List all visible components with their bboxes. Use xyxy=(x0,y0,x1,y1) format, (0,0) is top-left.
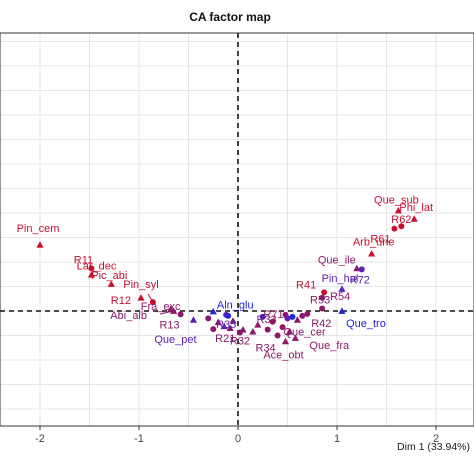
point-label: R34 xyxy=(256,343,276,355)
point-r54 xyxy=(319,294,326,301)
point-label: R54 xyxy=(330,291,350,303)
point-label: R35 xyxy=(216,319,236,331)
x-tick-label: 0 xyxy=(235,433,241,445)
point-unlabeled xyxy=(259,313,266,320)
point-r33 xyxy=(279,324,286,331)
plot-frame xyxy=(0,32,474,427)
point-label: Arb_une xyxy=(353,237,395,249)
data-points xyxy=(36,206,418,345)
point-label: R62 xyxy=(391,214,411,226)
point-abi-alb xyxy=(170,307,178,314)
point-r13 xyxy=(177,311,184,318)
point-unlabeled xyxy=(239,326,247,333)
point-arb-une xyxy=(368,250,376,257)
point-pin-syl xyxy=(137,294,145,301)
point-unlabeled xyxy=(289,313,296,320)
point-label: R21 xyxy=(215,333,235,345)
label-leader-line xyxy=(147,293,154,303)
point-label: Que_ile xyxy=(318,254,356,266)
point-r21 xyxy=(210,326,217,333)
point-label: R71 xyxy=(263,309,283,321)
point-pin-hal xyxy=(338,285,346,292)
point-label: R11 xyxy=(74,254,93,266)
label-leader-line xyxy=(159,310,174,315)
point-label: Pic_abi xyxy=(91,270,127,282)
point-unlabeled xyxy=(254,321,262,328)
point-unlabeled xyxy=(226,324,234,332)
point-label: R12 xyxy=(111,295,131,307)
x-axis-ticks: -2 -1 0 1 2 xyxy=(35,426,439,445)
point-label: Pin_hal xyxy=(322,273,359,285)
point-phi-lat xyxy=(410,215,418,222)
point-unlabeled xyxy=(249,327,257,335)
point-label: Que_pet xyxy=(154,334,196,346)
x-tick-label: 2 xyxy=(433,433,439,445)
point-label: Que_cer xyxy=(283,327,326,339)
point-r34 xyxy=(274,332,281,339)
point-ace-obt xyxy=(281,337,290,345)
point-label: Ace_obt xyxy=(263,349,303,361)
point-unlabeled xyxy=(284,315,291,322)
point-que-ile xyxy=(353,264,361,272)
point-label: Pin_syl xyxy=(123,279,158,291)
point-unlabeled xyxy=(220,322,228,330)
point-que-cer xyxy=(285,327,294,335)
point-unlabeled xyxy=(229,317,237,324)
point-unlabeled xyxy=(299,312,306,319)
point-label: Fra_exc xyxy=(141,301,181,313)
point-label: Abi_alb xyxy=(110,310,147,322)
point-unlabeled xyxy=(293,316,301,323)
point-label: Aln_glu xyxy=(217,299,254,311)
point-que-fra xyxy=(291,334,300,341)
point-aln-glu xyxy=(209,307,217,315)
point-label: Que_sub xyxy=(374,195,419,207)
point-que-pet xyxy=(189,316,198,323)
zero-lines xyxy=(0,33,474,426)
point-pic-abi xyxy=(107,280,115,287)
point-r62 xyxy=(398,223,405,230)
point-label: R13 xyxy=(159,319,179,331)
x-tick-label: 1 xyxy=(334,433,340,445)
point-unlabeled xyxy=(264,326,271,333)
point-label: Que_tro xyxy=(346,318,386,330)
point-label: Lar_dec xyxy=(77,261,117,273)
point-unlabeled xyxy=(225,312,232,319)
point-r11 xyxy=(88,265,95,272)
point-label: Pin_cem xyxy=(17,223,60,235)
point-label: R42 xyxy=(311,318,331,330)
point-label: R53 xyxy=(310,295,330,307)
point-label: R32 xyxy=(230,336,250,348)
point-r42 xyxy=(304,310,311,317)
chart-title: CA factor map xyxy=(189,10,271,24)
x-tick-label: -1 xyxy=(134,433,144,445)
point-label: Que_fra xyxy=(309,340,350,352)
point-label: Phi_lat xyxy=(399,202,433,214)
point-r41 xyxy=(321,289,328,296)
point-r53 xyxy=(319,305,326,312)
point-label: R41 xyxy=(296,279,316,291)
point-label: R72 xyxy=(350,274,370,286)
point-que-tro xyxy=(338,307,346,314)
point-unlabeled xyxy=(205,315,212,322)
grid xyxy=(0,33,474,426)
point-que-sub xyxy=(394,206,402,214)
point-label: R33 xyxy=(256,314,276,326)
point-unlabeled xyxy=(269,318,276,325)
x-tick-label: -2 xyxy=(35,433,45,445)
point-label: R61 xyxy=(370,234,390,246)
point-unlabeled xyxy=(214,318,222,326)
point-lar-dec xyxy=(87,271,96,278)
x-axis-label: Dim 1 (33.94%) xyxy=(397,441,470,453)
point-r61 xyxy=(391,225,398,232)
point-pin-cem xyxy=(36,241,44,248)
point-r72 xyxy=(358,266,365,273)
